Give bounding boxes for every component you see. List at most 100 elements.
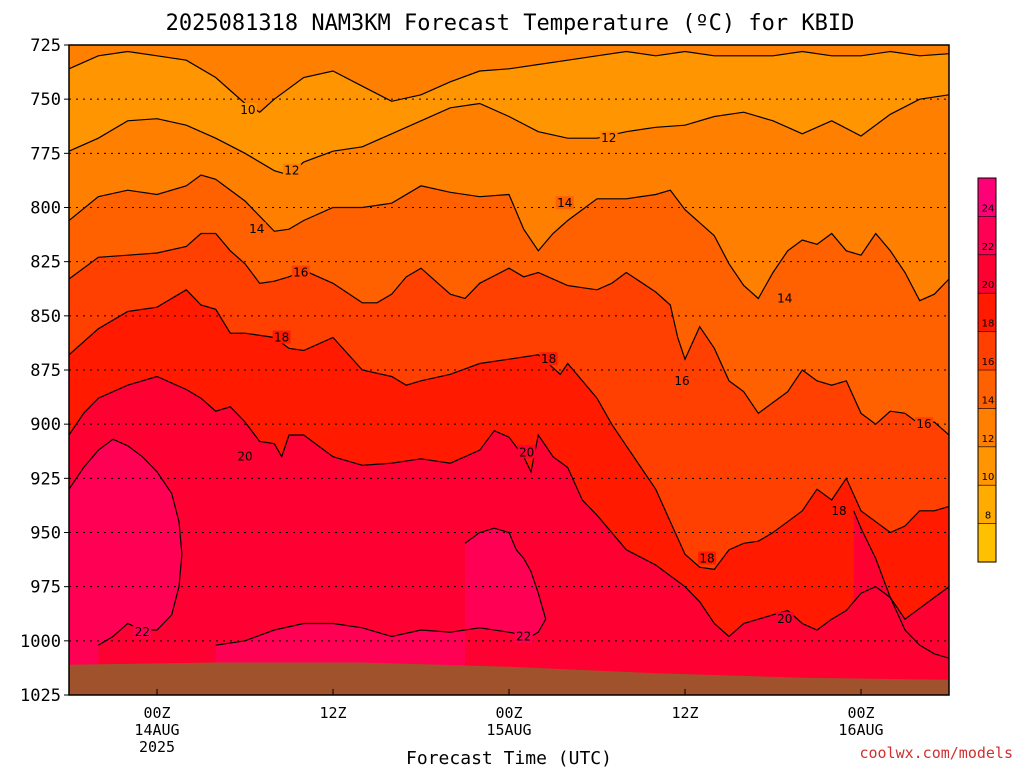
colorbar-tick-label-14: 14 xyxy=(982,395,995,406)
colorbar-swatch xyxy=(978,456,996,467)
isotherm-label-bg xyxy=(599,131,618,145)
isotherm-label-bg xyxy=(517,445,536,459)
colorbar-swatch xyxy=(978,341,996,352)
x-tick-label-2-1: 15AUG xyxy=(486,721,531,739)
isotherm-label-bg xyxy=(514,629,533,643)
isotherm-label-bg xyxy=(236,449,254,463)
colorbar-swatch xyxy=(978,226,996,237)
isotherm-label: 18 xyxy=(274,331,289,345)
isotherm-label-bg xyxy=(775,612,794,626)
x-tick-label-3-0: 12Z xyxy=(671,704,698,722)
isotherm-label: 12 xyxy=(284,164,299,178)
isotherm-label-bg xyxy=(238,103,257,116)
isotherm-contours: 10 12 12 14 14 14 16 16 16 18 18 18 18 20 20 20 22 22 xyxy=(69,50,949,659)
isotherm-20-5 xyxy=(69,375,949,638)
colorbar-tick-label-8: 8 xyxy=(985,511,991,522)
colorbar-tick-label-18: 18 xyxy=(982,319,995,330)
isotherm-label-bg xyxy=(282,163,301,177)
colorbar-swatch xyxy=(978,542,996,553)
band-above-22-7 xyxy=(215,528,546,695)
y-tick-label-1000: 1000 xyxy=(20,632,61,652)
isotherm-label-bg xyxy=(698,551,716,565)
colorbar-tick-label-22: 22 xyxy=(982,242,995,253)
colorbar-swatch xyxy=(978,197,996,208)
y-tick-label-850: 850 xyxy=(30,307,61,327)
isotherm-label: 18 xyxy=(831,504,846,518)
x-tick-label-4-1: 16AUG xyxy=(838,721,883,739)
isotherm-label-bg xyxy=(830,503,848,517)
isotherm-label: 14 xyxy=(777,292,792,306)
x-tick-label-1-0: 12Z xyxy=(319,704,346,722)
x-axis-label: Forecast Time (UTC) xyxy=(406,748,612,768)
isotherm-label: 22 xyxy=(135,625,150,639)
isotherm-label: 18 xyxy=(541,352,556,366)
colorbar-tick-label-20: 20 xyxy=(982,280,995,291)
x-tick-label-0-0: 00Z xyxy=(143,704,170,722)
y-tick-label-775: 775 xyxy=(30,144,61,164)
isotherm-label: 16 xyxy=(916,417,931,431)
colorbar-swatch xyxy=(978,293,996,304)
isotherm-20-8 xyxy=(853,510,949,659)
isotherm-10-0 xyxy=(69,50,949,113)
colorbar-swatch xyxy=(978,206,996,217)
colorbar-swatch xyxy=(978,370,996,381)
isotherm-label: 14 xyxy=(249,222,264,236)
colorbar-swatch xyxy=(978,235,996,246)
colorbar-swatch xyxy=(978,485,996,496)
y-tick-label-975: 975 xyxy=(30,578,61,598)
colorbar-swatch xyxy=(978,475,996,486)
colorbar-swatch xyxy=(978,514,996,525)
colorbar-swatch xyxy=(978,216,996,227)
y-tick-label-750: 750 xyxy=(30,90,61,110)
colorbar-swatch xyxy=(978,350,996,361)
isotherm-label: 10 xyxy=(240,103,255,117)
isotherm-label-bg xyxy=(555,196,574,210)
x-tick-label-2-0: 00Z xyxy=(495,704,522,722)
isotherm-label: 20 xyxy=(777,612,792,626)
isotherm-label: 14 xyxy=(557,196,572,210)
isotherm-label-bg xyxy=(247,222,266,236)
colorbar-swatch xyxy=(978,187,996,198)
colorbar-swatch xyxy=(978,552,996,563)
colorbar-swatch xyxy=(978,245,996,256)
isotherm-label: 20 xyxy=(237,450,252,464)
colorbar-swatch xyxy=(978,178,996,189)
colorbar-tick-label-16: 16 xyxy=(982,357,995,368)
isotherm-16-3 xyxy=(69,232,949,436)
colorbar-swatch xyxy=(978,274,996,285)
isotherm-14-2 xyxy=(69,174,949,302)
isotherm-label-bg xyxy=(775,291,794,305)
y-tick-label-950: 950 xyxy=(30,524,61,544)
site-credit: coolwx.com/models xyxy=(859,744,1013,762)
isotherm-label-bg xyxy=(291,265,310,279)
colorbar-swatch xyxy=(978,302,996,313)
colorbar-swatch xyxy=(978,494,996,505)
terrain xyxy=(69,662,949,695)
colorbar-swatch xyxy=(978,312,996,323)
isotherm-label: 22 xyxy=(516,630,531,644)
isotherm-label-bg xyxy=(673,373,692,387)
x-tick-label-4-0: 00Z xyxy=(847,704,874,722)
y-tick-label-800: 800 xyxy=(30,199,61,219)
isotherm-label: 20 xyxy=(519,445,534,459)
isotherm-label: 16 xyxy=(674,374,689,388)
colorbar-swatch xyxy=(978,427,996,438)
colorbar-swatch xyxy=(978,437,996,448)
colorbar-swatch xyxy=(978,523,996,534)
colorbar-tick-label-10: 10 xyxy=(982,472,995,483)
band-above-22-6 xyxy=(69,439,182,695)
isotherm-18-4 xyxy=(69,289,949,570)
y-axis: 725 750 775 800 825 850 875 900 925 950 975 1000 102… xyxy=(20,36,69,706)
colorbar-swatch xyxy=(978,379,996,390)
x-tick-label-0-1: 14AUG xyxy=(134,721,179,739)
isotherm-label-bg xyxy=(539,352,558,366)
isotherm-12-1 xyxy=(69,94,949,176)
colorbar-swatch xyxy=(978,360,996,371)
temperature-bands xyxy=(69,51,949,695)
y-tick-label-900: 900 xyxy=(30,415,61,435)
colorbar-tick-label-24: 24 xyxy=(982,203,995,214)
colorbar-swatch xyxy=(978,254,996,265)
terrain-fill xyxy=(69,662,949,695)
colorbar-tick-label-12: 12 xyxy=(982,434,995,445)
isotherm-label-bg xyxy=(133,625,152,639)
